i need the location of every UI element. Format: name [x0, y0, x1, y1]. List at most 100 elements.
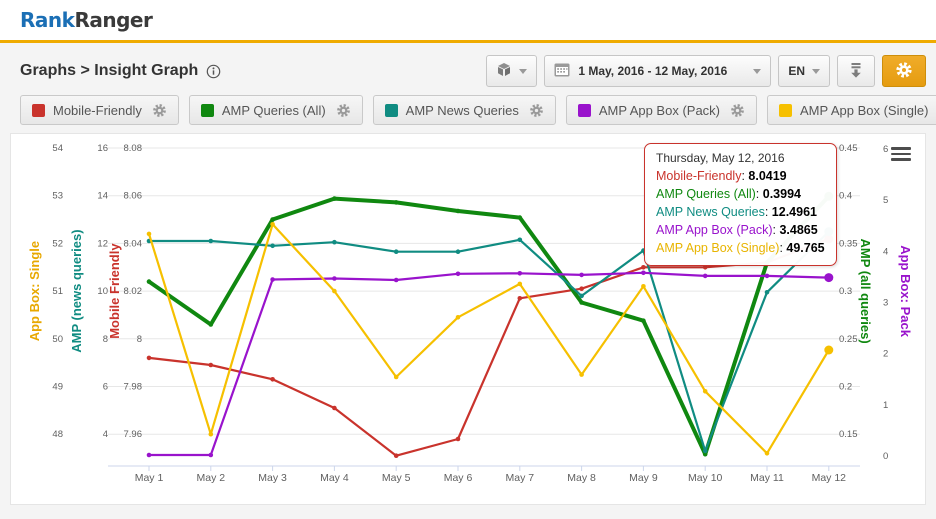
- data-point-marker[interactable]: [641, 265, 646, 270]
- data-point-marker[interactable]: [455, 271, 461, 277]
- data-point-marker[interactable]: [332, 196, 337, 201]
- data-point-marker[interactable]: [764, 273, 770, 279]
- x-axis-label: May 11: [750, 472, 784, 484]
- data-point-marker[interactable]: [517, 271, 523, 276]
- data-point-marker[interactable]: [455, 315, 461, 320]
- data-point-marker[interactable]: [517, 296, 523, 301]
- data-point-marker[interactable]: [208, 452, 214, 458]
- axis-tick-label: 0.25: [839, 334, 858, 345]
- data-point-marker[interactable]: [208, 322, 214, 327]
- data-point-marker[interactable]: [824, 273, 834, 283]
- axis-tick-label: 6: [883, 144, 888, 155]
- app-logo[interactable]: RankRanger: [20, 8, 153, 32]
- logo-ranger: Ranger: [74, 8, 153, 32]
- data-point-marker[interactable]: [270, 243, 275, 249]
- axis-tick-label: 50: [52, 334, 63, 345]
- data-point-marker[interactable]: [146, 279, 152, 284]
- data-point-marker[interactable]: [146, 355, 152, 361]
- chip-settings-icon[interactable]: [152, 103, 167, 118]
- axis-tick-label: 54: [52, 143, 63, 154]
- data-point-marker[interactable]: [270, 377, 275, 382]
- axis-tick-label: 8.04: [124, 238, 143, 249]
- data-point-marker[interactable]: [824, 345, 834, 355]
- legend-color-swatch: [32, 103, 45, 117]
- chip-settings-icon[interactable]: [336, 103, 351, 118]
- logo-rank: Rank: [20, 8, 75, 32]
- data-point-marker[interactable]: [702, 448, 708, 454]
- toolbar: 1 May, 2016 - 12 May, 2016 EN: [486, 55, 926, 87]
- x-axis-label: May 6: [444, 472, 473, 484]
- download-button[interactable]: [837, 55, 875, 87]
- date-range-button[interactable]: 1 May, 2016 - 12 May, 2016: [544, 55, 772, 87]
- data-point-marker[interactable]: [393, 453, 399, 459]
- data-point-marker[interactable]: [270, 277, 275, 282]
- y-axis-title: AMP (all queries): [858, 238, 873, 343]
- axis-tick-label: 8.02: [124, 286, 143, 297]
- chart-context-menu-button[interactable]: [891, 147, 911, 164]
- data-point-marker[interactable]: [764, 451, 770, 456]
- widget-menu-button[interactable]: [486, 55, 538, 87]
- axis-tick-label: 4: [883, 246, 888, 257]
- chevron-down-icon: [812, 68, 820, 74]
- info-icon[interactable]: [206, 64, 221, 79]
- data-point-marker[interactable]: [764, 290, 770, 295]
- download-icon: [849, 62, 863, 81]
- data-point-marker[interactable]: [270, 222, 275, 227]
- series-amp-app-box-pack-[interactable]: [146, 270, 834, 458]
- legend-chip[interactable]: Mobile-Friendly: [20, 95, 179, 125]
- data-point-marker[interactable]: [641, 318, 646, 323]
- tooltip-row: AMP App Box (Single): 49.765: [656, 241, 825, 255]
- language-button[interactable]: EN: [778, 55, 830, 87]
- data-point-marker[interactable]: [702, 451, 708, 457]
- data-point-marker[interactable]: [146, 231, 152, 237]
- data-point-marker[interactable]: [332, 276, 337, 281]
- legend-chip-label: AMP News Queries: [405, 102, 519, 118]
- data-point-marker[interactable]: [641, 284, 646, 289]
- x-axis-label: May 1: [135, 472, 164, 484]
- data-point-marker[interactable]: [455, 436, 461, 442]
- page-title: Graphs > Insight Graph: [20, 62, 199, 79]
- data-point-marker[interactable]: [641, 270, 646, 276]
- data-point-marker[interactable]: [332, 288, 337, 294]
- data-point-marker[interactable]: [393, 200, 399, 205]
- y-axis-title: AMP (news queries): [69, 229, 84, 352]
- data-point-marker[interactable]: [332, 239, 337, 245]
- data-point-marker[interactable]: [579, 300, 584, 305]
- chip-settings-icon[interactable]: [730, 103, 745, 118]
- data-point-marker[interactable]: [702, 265, 708, 270]
- data-point-marker[interactable]: [393, 374, 399, 380]
- data-point-marker[interactable]: [579, 293, 584, 299]
- series-amp-app-box-single-[interactable]: [146, 222, 834, 456]
- data-point-marker[interactable]: [579, 286, 584, 291]
- data-point-marker[interactable]: [517, 237, 523, 243]
- axis-tick-label: 53: [52, 191, 63, 202]
- settings-button[interactable]: [882, 55, 926, 87]
- data-point-marker[interactable]: [579, 372, 584, 377]
- chip-settings-icon[interactable]: [529, 103, 544, 118]
- data-point-marker[interactable]: [455, 208, 461, 214]
- data-point-marker[interactable]: [455, 249, 461, 254]
- data-point-marker[interactable]: [579, 272, 584, 278]
- data-point-marker[interactable]: [208, 431, 214, 437]
- legend-chip[interactable]: AMP App Box (Single): [767, 95, 936, 125]
- data-point-marker[interactable]: [208, 238, 214, 244]
- data-point-marker[interactable]: [208, 362, 214, 368]
- data-point-marker[interactable]: [393, 249, 399, 254]
- data-point-marker[interactable]: [702, 273, 708, 279]
- legend-chip[interactable]: AMP App Box (Pack): [565, 95, 758, 125]
- axis-tick-label: 1: [883, 400, 888, 411]
- data-point-marker[interactable]: [517, 281, 523, 287]
- legend-chip[interactable]: AMP News Queries: [372, 95, 556, 125]
- data-point-marker[interactable]: [270, 217, 275, 222]
- legend-chip-label: AMP App Box (Single): [800, 102, 929, 118]
- breadcrumb: Graphs > Insight Graph: [20, 62, 221, 80]
- x-axis-label: May 10: [688, 472, 723, 484]
- x-axis-label: May 2: [197, 472, 226, 484]
- data-point-marker[interactable]: [146, 452, 152, 458]
- legend-chip[interactable]: AMP Queries (All): [188, 95, 363, 125]
- x-axis: May 1 May 2 May 3 May 4 May 5 May 6 May 7 May 8…: [108, 465, 860, 484]
- data-point-marker[interactable]: [393, 277, 399, 283]
- data-point-marker[interactable]: [517, 215, 523, 220]
- data-point-marker[interactable]: [702, 389, 708, 394]
- data-point-marker[interactable]: [332, 405, 337, 411]
